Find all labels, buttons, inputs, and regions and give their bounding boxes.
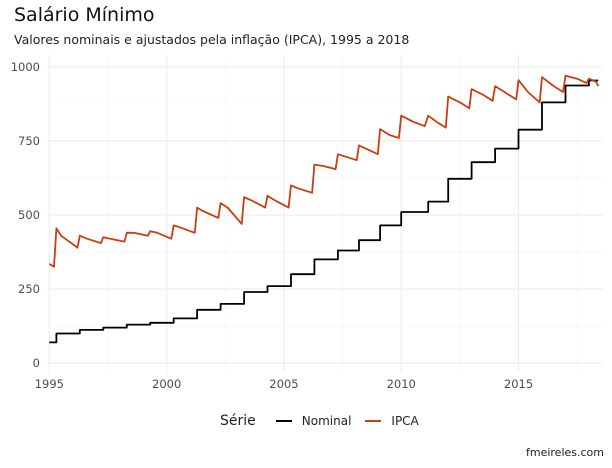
legend-label-ipca: IPCA xyxy=(391,414,419,428)
series-line-ipca xyxy=(48,74,600,268)
chart-subtitle: Valores nominais e ajustados pela inflaç… xyxy=(14,32,410,47)
y-tick-label: 1000 xyxy=(11,60,40,74)
series-line-nominal xyxy=(49,79,599,344)
series-lines xyxy=(48,74,600,344)
caption: fmeireles.com xyxy=(525,446,604,459)
legend-label-nominal: Nominal xyxy=(301,414,352,428)
y-tick-label: 750 xyxy=(18,134,40,148)
legend-title: Série xyxy=(220,413,256,429)
x-tick-label: 2000 xyxy=(152,377,181,391)
grid-lines xyxy=(47,55,603,372)
x-tick-label: 1995 xyxy=(35,377,64,391)
x-tick-label: 2015 xyxy=(504,377,533,391)
chart-title: Salário Mínimo xyxy=(14,4,155,26)
y-tick-label: 0 xyxy=(33,356,40,370)
tick-labels: 1995 2000 2005 2010 2015 0 250 500 750 1000 xyxy=(11,60,533,391)
y-tick-label: 250 xyxy=(18,282,40,296)
x-tick-label: 2005 xyxy=(269,377,298,391)
legend: Série Nominal IPCA xyxy=(220,413,419,429)
y-tick-label: 500 xyxy=(18,208,40,222)
legend-key-ipca xyxy=(365,420,382,422)
x-tick-label: 2010 xyxy=(387,377,416,391)
legend-key-nominal xyxy=(275,420,292,422)
